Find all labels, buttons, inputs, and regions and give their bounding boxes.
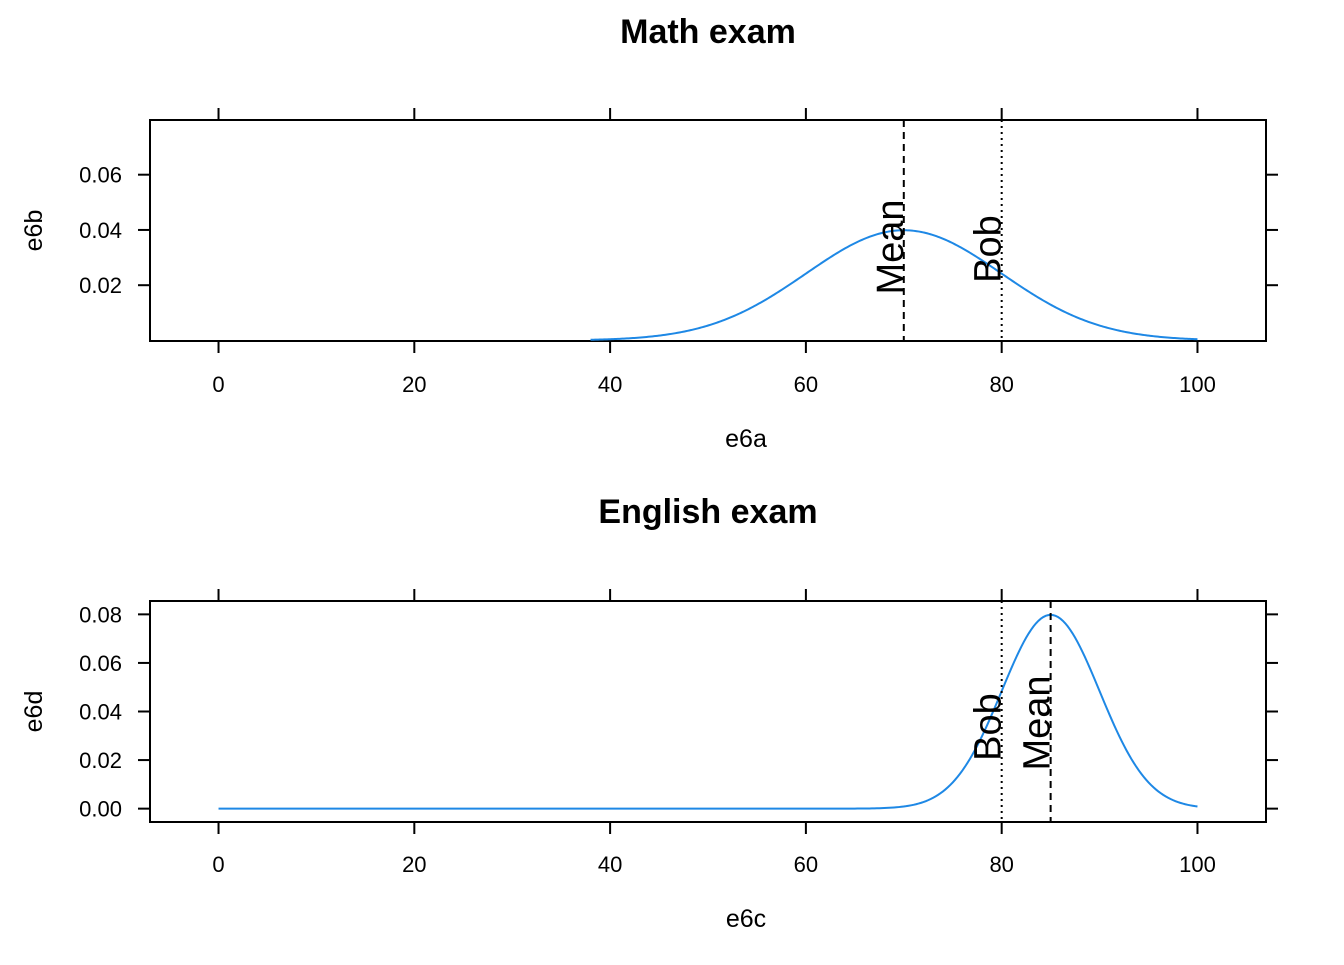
chart-title: English exam — [598, 493, 817, 531]
y-tick-label: 0.04 — [79, 218, 122, 243]
reference-label-mean: Mean — [870, 199, 912, 294]
x-tick-label: 100 — [1179, 852, 1216, 877]
panel-1: Math exam 0 20 40 60 80 100 0.02 0.04 0.06 e6a e6b M… — [20, 13, 1278, 453]
x-tick-label: 20 — [402, 372, 426, 397]
y-tick-label: 0.02 — [79, 748, 122, 773]
x-tick-label: 40 — [598, 372, 622, 397]
x-tick-label: 0 — [212, 852, 224, 877]
x-tick-label: 60 — [794, 372, 818, 397]
reference-label-bob: Bob — [968, 215, 1010, 283]
y-tick-label: 0.02 — [79, 273, 122, 298]
y-tick-label: 0.04 — [79, 700, 122, 725]
x-tick-label: 40 — [598, 852, 622, 877]
reference-label-mean: Mean — [1017, 675, 1059, 770]
y-axis-label: e6d — [20, 691, 48, 733]
y-tick-label: 0.08 — [79, 602, 122, 627]
panel-2: English exam 0 20 40 60 80 100 0.00 0.02 0.04 0.06… — [20, 493, 1278, 933]
x-tick-label: 0 — [212, 372, 224, 397]
density-line-1 — [590, 229, 1198, 341]
chart-title: Math exam — [620, 13, 796, 51]
y-tick-label: 0.06 — [79, 651, 122, 676]
x-tick-label: 80 — [989, 372, 1013, 397]
x-tick-label: 100 — [1179, 372, 1216, 397]
y-axis-label: e6b — [20, 210, 48, 252]
reference-label-bob: Bob — [968, 693, 1010, 761]
plot-frame — [149, 600, 1267, 823]
x-tick-label: 80 — [989, 852, 1013, 877]
y-tick-label: 0.00 — [79, 797, 122, 822]
x-tick-label: 60 — [794, 852, 818, 877]
density-line-1 — [218, 613, 1198, 810]
x-axis-label: e6c — [726, 905, 766, 933]
y-tick-label: 0.06 — [79, 163, 122, 188]
x-axis-label: e6a — [725, 425, 767, 453]
plot-frame — [149, 119, 1267, 342]
x-tick-label: 20 — [402, 852, 426, 877]
